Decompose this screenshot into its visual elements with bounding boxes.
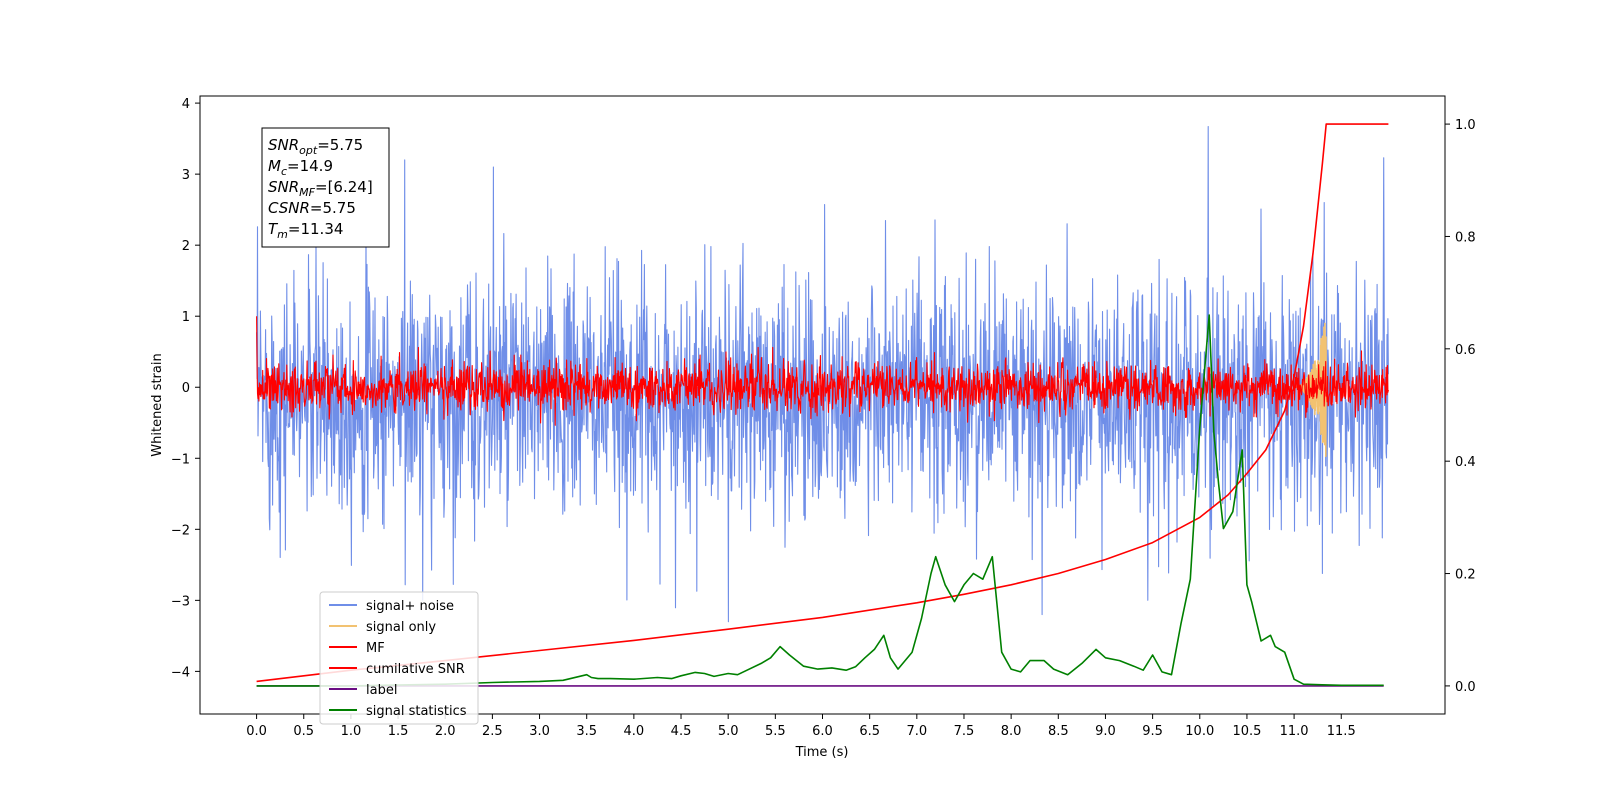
series-layer [256,123,1389,687]
stats-line: Tm=11.34 [268,220,343,241]
x-axis-label: Time (s) [795,745,849,760]
y-right-tick-label: 0.6 [1455,343,1476,358]
x-tick-label: 5.5 [765,724,786,739]
y-right-tick-label: 0.8 [1455,230,1476,245]
y-axis-label: Whitened strain [150,353,165,456]
x-tick-label: 3.5 [576,724,597,739]
x-tick-label: 4.0 [624,724,645,739]
stats-line: SNRopt=5.75 [268,136,363,157]
x-tick-label: 7.0 [906,724,927,739]
x-tick-label: 4.5 [671,724,692,739]
series-signal-statistics [256,314,1384,687]
stats-line: CSNR=5.75 [268,199,356,217]
y-tick-label: 2 [182,239,190,254]
y-tick-label: −4 [171,665,190,680]
y-right-tick-label: 0.2 [1455,568,1476,583]
x-tick-label: 6.0 [812,724,833,739]
stats-annotation-frame [261,127,390,248]
x-tick-label: 2.0 [435,724,456,739]
x-tick-label: 11.0 [1280,724,1309,739]
legend-label-mf: MF [366,641,385,656]
stats-line: Mc=14.9 [268,157,333,178]
x-tick-label: 0.5 [293,724,314,739]
y-tick-label: −3 [171,594,190,609]
y-right-tick-label: 1.0 [1455,118,1476,133]
x-tick-label: 9.5 [1142,724,1163,739]
stats-line: SNRMF=[6.24] [268,178,373,199]
legend-frame [319,591,479,725]
legend-label-label: label [366,683,397,698]
x-tick-label: 11.5 [1327,724,1356,739]
legend-label-signal-noise: signal+ noise [366,599,454,614]
y-tick-label: 3 [182,168,190,183]
x-axis: 0.0 0.5 1.0 1.5 2.0 2.5 3.0 3.5 4.0 4.5 5.0 5.5 6.0 6… [246,714,1356,739]
x-tick-label: 8.5 [1048,724,1069,739]
x-tick-label: 3.0 [529,724,550,739]
legend: signal+ noise signal only MF cumilative SNR… [319,591,479,725]
y-tick-label: 0 [182,381,190,396]
x-tick-label: 2.5 [482,724,503,739]
legend-label-signal-statistics: signal statistics [366,704,467,719]
y-axis-right: 0.0 0.2 0.4 0.6 0.8 1.0 [1445,118,1476,695]
x-tick-label: 10.0 [1185,724,1214,739]
y-right-tick-label: 0.4 [1455,455,1476,470]
y-tick-label: 1 [182,310,190,325]
x-tick-label: 5.0 [718,724,739,739]
x-tick-label: 6.5 [859,724,880,739]
legend-label-cumilative-snr: cumilative SNR [366,662,465,677]
x-tick-label: 1.5 [388,724,409,739]
x-tick-label: 1.0 [341,724,362,739]
x-tick-label: 10.5 [1232,724,1261,739]
x-tick-label: 7.5 [954,724,975,739]
series-cumilative-snr [256,123,1389,683]
legend-label-signal-only: signal only [366,620,436,635]
series-mf [256,316,1389,426]
x-tick-label: 0.0 [246,724,267,739]
series-signal-noise [256,125,1389,623]
y-axis-left: −4 −3 −2 −1 0 1 2 3 4 [171,97,200,680]
y-tick-label: −2 [171,523,190,538]
y-tick-label: −1 [171,452,190,467]
x-tick-label: 9.0 [1095,724,1116,739]
x-tick-label: 8.0 [1001,724,1022,739]
y-right-tick-label: 0.0 [1455,680,1476,695]
y-tick-label: 4 [182,97,190,112]
